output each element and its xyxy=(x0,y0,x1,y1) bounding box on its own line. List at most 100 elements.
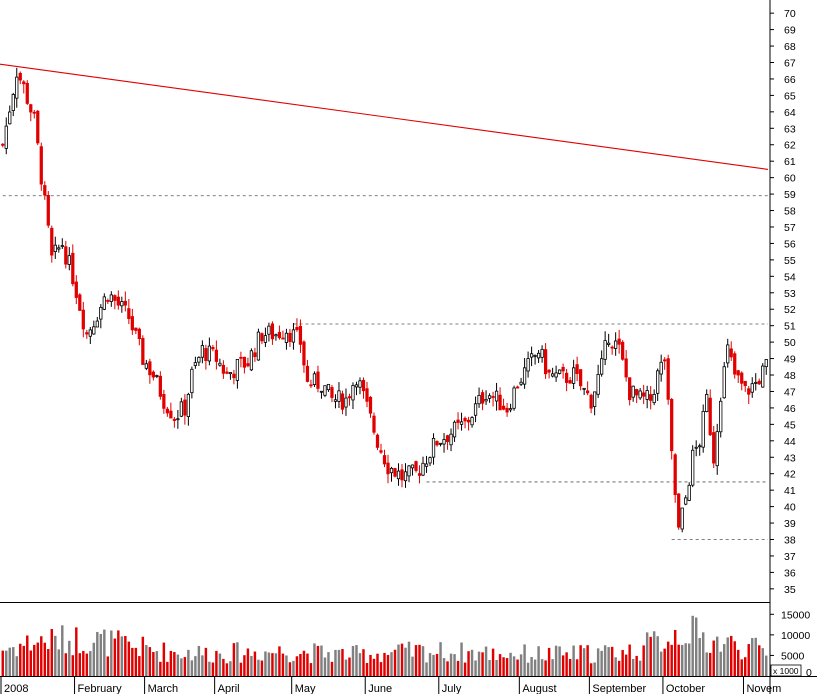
volume-bar xyxy=(467,651,470,676)
volume-bar xyxy=(754,637,757,676)
volume-bar xyxy=(92,642,96,676)
candle-body xyxy=(179,401,183,417)
price-tick-label: 36 xyxy=(784,567,796,579)
price-tick-label: 45 xyxy=(784,419,796,431)
candle-body xyxy=(505,407,509,413)
candle-body xyxy=(684,497,688,505)
volume-bar xyxy=(260,660,264,676)
volume-bar xyxy=(719,651,722,676)
trendline-layer xyxy=(0,63,769,170)
volume-bar xyxy=(509,652,512,676)
volume-bar xyxy=(173,652,176,676)
candle-body xyxy=(733,353,737,375)
volume-tick-label: 5000 xyxy=(781,650,805,662)
volume-bar xyxy=(211,662,215,676)
price-tick-label: 57 xyxy=(784,222,796,234)
candle-body xyxy=(645,390,649,400)
price-pane xyxy=(0,63,769,540)
price-tick-label: 49 xyxy=(784,354,796,366)
volume-bar xyxy=(758,645,761,676)
volume-bar xyxy=(257,659,260,676)
candle-body xyxy=(459,421,464,425)
candle-body xyxy=(67,255,71,265)
volume-bar xyxy=(677,644,680,676)
volume-bar xyxy=(362,649,365,676)
volume-bar xyxy=(589,663,593,676)
volume-bar xyxy=(246,648,250,676)
volume-bar xyxy=(5,650,8,676)
candle-body xyxy=(708,397,712,436)
candle-body xyxy=(596,374,600,395)
volume-bar xyxy=(670,644,673,676)
candle-body xyxy=(95,320,99,328)
volume-bar xyxy=(64,653,68,676)
candle-body xyxy=(417,473,422,476)
candle-body xyxy=(396,470,401,480)
candle-body xyxy=(326,383,331,391)
volume-unit-box xyxy=(770,664,802,677)
candle-body xyxy=(722,366,726,399)
volume-bar xyxy=(274,653,278,676)
volume-bar xyxy=(344,659,348,676)
candle-body xyxy=(445,435,450,443)
candle-body xyxy=(284,332,289,343)
candle-body xyxy=(614,340,618,349)
volume-bar xyxy=(645,632,649,676)
candle-body xyxy=(29,104,33,113)
volume-bar xyxy=(176,654,180,676)
candle-body xyxy=(568,380,572,384)
volume-bar xyxy=(288,662,292,676)
volume-bar xyxy=(372,658,376,676)
candle-body xyxy=(312,373,317,385)
volume-bar xyxy=(649,636,652,676)
candle-body xyxy=(267,325,271,335)
candle-body xyxy=(155,375,159,377)
volume-bar xyxy=(694,617,698,676)
candle-body xyxy=(330,387,334,398)
candle-body xyxy=(564,372,569,383)
candle-body xyxy=(207,345,212,362)
candle-body xyxy=(123,300,127,306)
candle-body xyxy=(92,326,96,335)
price-tick-label: 40 xyxy=(784,502,796,514)
volume-bar xyxy=(715,636,719,676)
candle-body xyxy=(113,295,117,301)
candle-body xyxy=(46,194,50,226)
price-tick-label: 60 xyxy=(784,173,796,185)
volume-bar xyxy=(442,658,446,676)
volume-bar xyxy=(117,630,120,676)
candle-body xyxy=(228,372,233,375)
candle-body xyxy=(127,308,131,320)
candle-body xyxy=(235,359,240,381)
candle-body xyxy=(15,76,19,99)
candle-body xyxy=(1,143,5,146)
candle-body xyxy=(144,363,148,369)
trendline xyxy=(0,63,769,170)
candle-body xyxy=(515,386,520,389)
candle-body xyxy=(442,439,446,445)
candle-body xyxy=(536,352,541,359)
volume-bar xyxy=(197,646,201,676)
candle-body xyxy=(43,185,47,196)
candle-body xyxy=(232,373,236,379)
candle-body xyxy=(169,410,173,419)
price-axis: 35 36 37 38 39 40 41 42 43 44 45 46 47 48 49 50 51 52 53 54… xyxy=(770,8,796,596)
volume-bar xyxy=(358,653,362,676)
candle-body xyxy=(593,391,597,407)
candle-body xyxy=(649,394,653,401)
volume-bar xyxy=(313,643,316,676)
candle-body xyxy=(508,408,513,411)
volume-bar xyxy=(225,663,229,676)
volume-bar xyxy=(306,653,309,676)
volume-bar xyxy=(103,629,106,676)
candle-body xyxy=(4,125,8,149)
volume-bar xyxy=(190,660,194,676)
volume-bar xyxy=(155,651,159,676)
volume-bar xyxy=(726,637,729,676)
candle-body xyxy=(8,111,12,125)
volume-bar xyxy=(558,646,561,676)
volume-bar xyxy=(656,636,659,676)
volume-bar xyxy=(554,645,558,676)
volume-bar xyxy=(530,657,533,676)
